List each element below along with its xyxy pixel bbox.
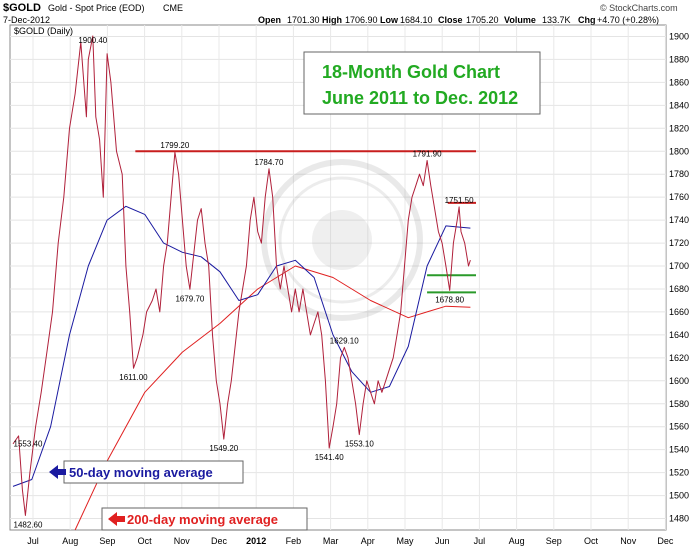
series-label: $GOLD (Daily) (14, 26, 73, 36)
series (12, 35, 471, 531)
x-tick-label: Dec (211, 536, 228, 546)
price-line (12, 35, 471, 516)
y-tick-label: 1900 (669, 31, 689, 41)
y-tick-label: 1620 (669, 353, 689, 363)
x-tick-label: Aug (509, 536, 525, 546)
y-tick-label: 1480 (669, 514, 689, 524)
y-tick-label: 1680 (669, 284, 689, 294)
y-tick-label: 1600 (669, 376, 689, 386)
x-tick-label: 2012 (246, 536, 266, 546)
y-tick-label: 1800 (669, 146, 689, 156)
legend-ma200: 200-day moving average (101, 507, 308, 531)
low-label: Low (380, 15, 399, 25)
x-tick-label: Oct (138, 536, 153, 546)
price-annotation: 1751.50 (445, 196, 474, 205)
y-tick-label: 1560 (669, 422, 689, 432)
y-tick-label: 1840 (669, 100, 689, 110)
high-value: 1706.90 (345, 15, 378, 25)
y-tick-label: 1720 (669, 238, 689, 248)
volume-label: Volume (504, 15, 536, 25)
ma200-line (74, 265, 471, 531)
price-annotation: 1611.00 (119, 373, 148, 382)
y-tick-label: 1700 (669, 261, 689, 271)
price-annotation: 1553.10 (345, 440, 374, 449)
y-tick-label: 1880 (669, 54, 689, 64)
x-tick-label: Feb (286, 536, 302, 546)
x-tick-label: Nov (174, 536, 191, 546)
x-tick-label: Sep (99, 536, 115, 546)
open-label: Open (258, 15, 281, 25)
price-annotation: 1799.20 (160, 141, 189, 150)
y-tick-label: 1860 (669, 77, 689, 87)
volume-value: 133.7K (542, 15, 571, 25)
price-annotation: 1482.60 (14, 521, 43, 530)
open-value: 1701.30 (287, 15, 320, 25)
x-tick-label: Jul (474, 536, 486, 546)
x-tick-label: Dec (657, 536, 674, 546)
x-tick-label: Nov (620, 536, 637, 546)
annotations: 1553.40 1482.60 1900.40 1611.00 1799.20 1679.… (14, 36, 475, 530)
arrow-left-icon (49, 465, 66, 479)
price-annotation: 1549.20 (209, 444, 238, 453)
price-annotation: 1679.70 (175, 294, 204, 303)
date-label: 7-Dec-2012 (3, 15, 50, 25)
x-tick-label: Apr (361, 536, 375, 546)
x-tick-label: Mar (323, 536, 339, 546)
chg-value: +4.70 (+0.28%) (597, 15, 659, 25)
x-tick-label: Sep (546, 536, 562, 546)
y-tick-label: 1500 (669, 491, 689, 501)
close-label: Close (438, 15, 463, 25)
watermark-seal (261, 159, 423, 321)
legend-ma50-label: 50-day moving average (69, 465, 213, 480)
symbol-label: $GOLD (3, 2, 41, 14)
x-tick-label: Aug (62, 536, 78, 546)
x-tick-label: Jun (435, 536, 450, 546)
price-annotation: 1629.10 (330, 336, 359, 345)
price-annotation: 1541.40 (315, 453, 344, 462)
price-annotation: 1791.90 (413, 150, 442, 159)
low-value: 1684.10 (400, 15, 433, 25)
y-tick-label: 1760 (669, 192, 689, 202)
legend-ma200-label: 200-day moving average (127, 512, 278, 527)
ma50-line (12, 205, 471, 487)
y-tick-label: 1820 (669, 123, 689, 133)
arrow-left-icon (108, 512, 125, 526)
legend-ma50: 50-day moving average (49, 460, 244, 484)
y-tick-label: 1640 (669, 330, 689, 340)
y-tick-label: 1660 (669, 307, 689, 317)
title-box: 18-Month Gold Chart June 2011 to Dec. 20… (303, 51, 541, 115)
chart-title: 18-Month Gold Chart (322, 62, 500, 82)
description-label: Gold - Spot Price (EOD) (48, 3, 145, 13)
price-annotation: 1784.70 (255, 158, 284, 167)
x-tick-label: Jul (27, 536, 39, 546)
y-tick-label: 1740 (669, 215, 689, 225)
chart-subtitle: June 2011 to Dec. 2012 (322, 88, 518, 108)
y-axis: 1480 1500 1520 1540 1560 1580 1600 1620 1640 1660… (669, 31, 689, 523)
x-axis: Jul Aug Sep Oct Nov Dec 2012 Feb Mar Apr May Jun Jul… (27, 536, 674, 546)
y-tick-label: 1520 (669, 468, 689, 478)
horizontal-lines (135, 150, 477, 294)
price-annotation: 1678.80 (435, 295, 464, 304)
close-value: 1705.20 (466, 15, 499, 25)
high-label: High (322, 15, 342, 25)
x-tick-label: May (396, 536, 414, 546)
x-tick-label: Oct (584, 536, 599, 546)
price-annotation: 1553.40 (14, 439, 43, 448)
chg-label: Chg (578, 15, 596, 25)
exchange-label: CME (163, 3, 183, 13)
price-annotation: 1900.40 (78, 36, 107, 45)
y-tick-label: 1540 (669, 445, 689, 455)
y-tick-label: 1780 (669, 169, 689, 179)
y-tick-label: 1580 (669, 399, 689, 409)
stockcharts-watermark: © StockCharts.com (600, 3, 678, 13)
